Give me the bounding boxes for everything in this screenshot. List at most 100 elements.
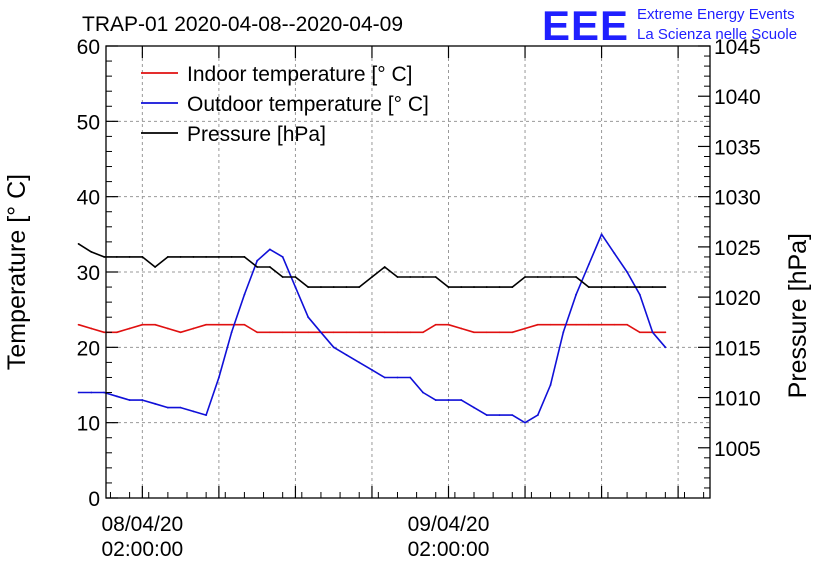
legend-label: Indoor temperature [° C] <box>187 63 413 86</box>
series-2-point <box>192 256 195 258</box>
series-0-point <box>77 323 80 326</box>
series-2-point <box>434 276 437 278</box>
series-2-point <box>638 286 641 288</box>
series-2-point <box>460 286 463 288</box>
y2-tick-label: 1035 <box>714 136 761 159</box>
series-2-point <box>332 286 335 288</box>
legend-label: Pressure [hPa] <box>187 123 326 146</box>
y-tick-label: 0 <box>88 488 100 511</box>
series-2-point <box>256 266 259 268</box>
series-2-point <box>383 266 386 268</box>
series-0-point <box>447 323 450 326</box>
y-tick-label: 50 <box>77 111 100 134</box>
series-0-point <box>128 327 131 330</box>
series-0-point <box>638 331 641 334</box>
legend-label: Outdoor temperature [° C] <box>187 93 429 116</box>
series-1-point <box>256 259 259 262</box>
series-0-point <box>281 331 284 334</box>
series-0-point <box>345 331 348 334</box>
series-1-point <box>473 406 475 409</box>
series-1-point <box>562 331 565 334</box>
y-axis-title: Temperature [° C] <box>3 174 31 370</box>
series-2-point <box>626 286 628 288</box>
x-tick-time: 02:00:00 <box>101 538 183 561</box>
y-tick-label: 30 <box>77 262 100 285</box>
y2-tick-label: 1030 <box>714 187 761 210</box>
series-1-point <box>485 414 488 417</box>
series-1-point <box>638 293 641 296</box>
series-1-point <box>383 376 386 379</box>
series-2-point <box>269 266 271 268</box>
series-2-point <box>128 256 131 258</box>
series-2-point <box>90 251 93 253</box>
y-tick-label: 10 <box>77 413 100 436</box>
series-2-point <box>600 286 603 288</box>
series-0-point <box>485 331 488 334</box>
series-2-point <box>115 256 118 258</box>
brand-line-1: Extreme Energy Events <box>637 6 795 23</box>
series-2-point <box>575 276 577 278</box>
series-2-point <box>511 286 514 288</box>
series-1-point <box>294 286 297 288</box>
series-0-point <box>396 331 399 334</box>
series-0-point <box>192 327 195 330</box>
series-2-point <box>345 286 348 288</box>
series-0-point <box>383 331 386 334</box>
y2-tick-label: 1045 <box>714 36 761 59</box>
series-0-point <box>217 323 220 326</box>
brand-line-2: La Scienza nelle Scuole <box>637 26 797 43</box>
series-2-point <box>549 276 552 278</box>
series-0-point <box>536 323 539 326</box>
series-0-point <box>524 327 526 330</box>
series-1-point <box>524 421 526 424</box>
x-tick-date: 09/04/20 <box>408 513 490 536</box>
series-1-point <box>626 271 628 273</box>
series-1-point <box>600 233 603 236</box>
series-1-point <box>371 369 373 371</box>
y2-tick-label: 1020 <box>714 287 761 310</box>
series-0-point <box>332 331 335 334</box>
series-2-point <box>613 286 616 288</box>
series-2-point <box>166 256 169 258</box>
series-0-point <box>166 327 169 330</box>
y2-axis-title: Pressure [hPa] <box>784 233 812 398</box>
series-1-point <box>128 399 131 401</box>
series-0-point <box>154 323 157 326</box>
series-1-point <box>511 414 514 417</box>
grid-lines <box>106 46 710 498</box>
series-1-point <box>651 331 654 334</box>
series-1-point <box>230 331 233 334</box>
series-1-point <box>409 376 412 379</box>
series-2-point <box>230 256 233 258</box>
series-2-point <box>320 286 322 288</box>
series-2-point <box>307 286 310 288</box>
series-1-point <box>575 293 577 296</box>
series-1-point <box>90 391 93 394</box>
series-0-point <box>179 331 182 334</box>
series-1-point <box>243 293 246 296</box>
series-0-point <box>230 323 233 326</box>
y2-tick-label: 1025 <box>714 237 761 260</box>
series-1-point <box>179 406 182 409</box>
series-2-point <box>243 256 246 258</box>
series-1-point <box>192 410 195 413</box>
series-1-point <box>422 391 424 394</box>
series-1-point <box>498 414 501 417</box>
series-1-point <box>536 414 539 417</box>
series-0-point <box>90 327 93 330</box>
series-1-point <box>77 391 80 394</box>
chart-title: TRAP-01 2020-04-08--2020-04-09 <box>82 13 403 36</box>
series-1-point <box>154 402 157 405</box>
series-0-point <box>626 323 628 326</box>
series-1-point <box>166 406 169 409</box>
series-0-point <box>460 327 463 330</box>
axis-ticks <box>106 45 710 499</box>
series-2-point <box>371 276 373 278</box>
series-1-point <box>345 353 348 356</box>
series-0-point <box>294 331 297 334</box>
series-1-point <box>460 399 463 401</box>
series-0-point <box>562 323 565 326</box>
series-1-point <box>434 399 437 401</box>
y2-tick-label: 1010 <box>714 388 761 411</box>
